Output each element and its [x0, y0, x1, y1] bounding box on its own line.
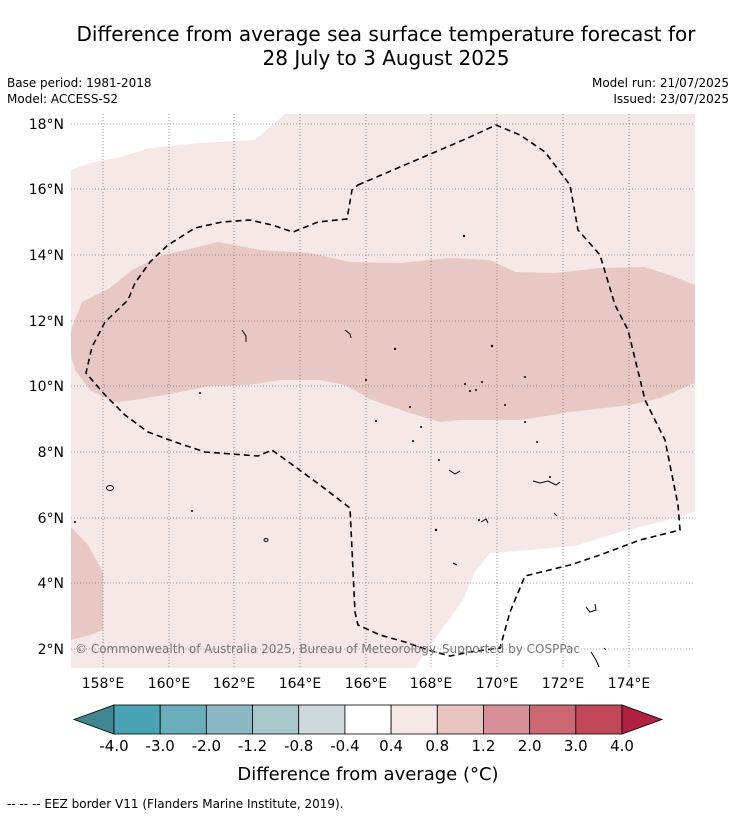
colorbar-swatch — [299, 705, 345, 734]
lon-tick-label: 172°E — [542, 676, 585, 692]
colorbar-label: 1.2 — [472, 737, 496, 755]
colorbar-label: -1.2 — [238, 737, 267, 755]
eez-legend-note: -- -- -- EEZ border V11 (Flanders Marine… — [7, 797, 344, 811]
lon-tick-label: 174°E — [608, 676, 651, 692]
colorbar-label: 0.8 — [425, 737, 449, 755]
longitude-tick-labels: 158°E 160°E 162°E 164°E 166°E 168°E 170°… — [82, 676, 651, 692]
lat-tick-label: 8°N — [38, 445, 64, 461]
colorbar-label: -2.0 — [192, 737, 221, 755]
colorbar-swatch — [391, 705, 437, 734]
lon-tick-label: 164°E — [279, 676, 322, 692]
lat-tick-label: 10°N — [29, 379, 64, 395]
colorbar-labels: -4.0 -3.0 -2.0 -1.2 -0.8 -0.4 0.4 0.8 1.… — [99, 737, 634, 755]
colorbar-swatch — [576, 705, 622, 734]
lat-tick-label: 2°N — [38, 642, 64, 658]
colorbar-swatch — [530, 705, 576, 734]
colorbar-label: 2.0 — [518, 737, 542, 755]
colorbar-swatches — [74, 705, 662, 734]
map-area: © Commonwealth of Australia 2025, Bureau… — [71, 114, 695, 668]
colorbar-swatch — [437, 705, 483, 734]
lon-tick-label: 170°E — [476, 676, 519, 692]
colorbar-label: 3.0 — [564, 737, 588, 755]
lat-tick-label: 4°N — [38, 576, 64, 592]
lat-tick-label: 14°N — [29, 248, 64, 264]
colorbar-swatch — [160, 705, 206, 734]
latitude-tick-labels: 2°N 4°N 6°N 8°N 10°N 12°N 14°N 16°N 18°N — [29, 117, 64, 658]
colorbar-swatch — [253, 705, 299, 734]
copyright-notice: © Commonwealth of Australia 2025, Bureau… — [75, 642, 580, 656]
colorbar: -4.0 -3.0 -2.0 -1.2 -0.8 -0.4 0.4 0.8 1.… — [74, 705, 662, 785]
lat-tick-label: 12°N — [29, 314, 64, 330]
colorbar-swatch — [114, 705, 160, 734]
lon-tick-label: 158°E — [82, 676, 125, 692]
colorbar-title: Difference from average (°C) — [237, 764, 498, 785]
colorbar-extend-low — [74, 705, 114, 734]
colorbar-label: -0.4 — [330, 737, 359, 755]
map-figure: © Commonwealth of Australia 2025, Bureau… — [0, 0, 736, 816]
colorbar-swatch — [483, 705, 529, 734]
colorbar-label: 4.0 — [610, 737, 634, 755]
colorbar-label: -0.8 — [284, 737, 313, 755]
lat-tick-label: 6°N — [38, 511, 64, 527]
colorbar-extend-high — [622, 705, 662, 734]
lon-tick-label: 166°E — [345, 676, 388, 692]
colorbar-label: -3.0 — [146, 737, 175, 755]
colorbar-label: 0.4 — [379, 737, 403, 755]
lon-tick-label: 162°E — [213, 676, 256, 692]
lat-tick-label: 16°N — [29, 182, 64, 198]
colorbar-swatch — [206, 705, 252, 734]
lon-tick-label: 168°E — [410, 676, 453, 692]
lat-tick-label: 18°N — [29, 117, 64, 133]
colorbar-swatch — [345, 705, 391, 734]
colorbar-label: -4.0 — [99, 737, 128, 755]
lon-tick-label: 160°E — [148, 676, 191, 692]
